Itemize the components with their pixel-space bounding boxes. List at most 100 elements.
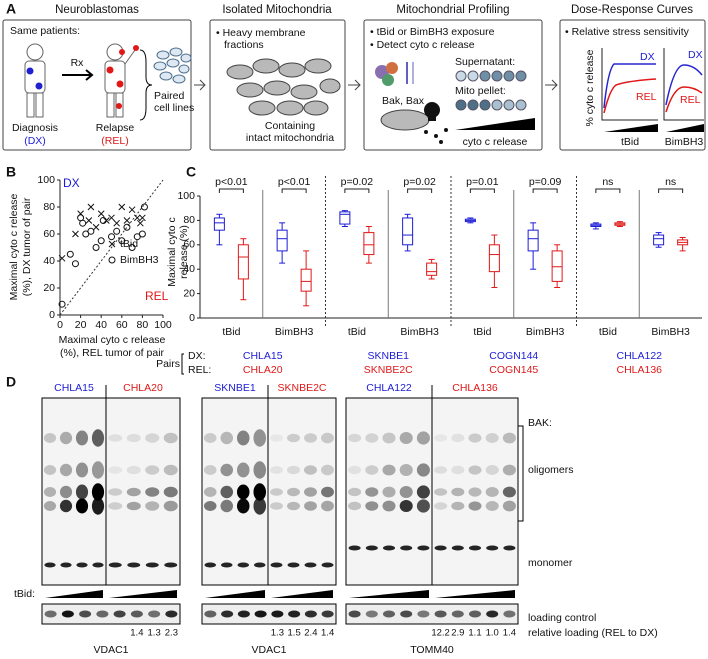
loading-blot <box>41 603 181 625</box>
sig-bracket <box>407 188 433 193</box>
blot-band <box>434 488 448 496</box>
loading-ratio: 1.4 <box>130 628 143 639</box>
blot-band <box>502 432 516 444</box>
label: DX <box>640 51 655 63</box>
x-tick-label: 100 <box>154 319 172 331</box>
label: % cyto c release <box>584 49 596 126</box>
blot-band <box>253 497 267 515</box>
label: BimBH3 <box>665 136 704 148</box>
blot-band <box>108 488 123 496</box>
dose-wedge <box>271 590 333 598</box>
dose-wedge <box>349 590 429 598</box>
loading-band <box>469 610 481 618</box>
point <box>133 214 141 222</box>
blot-band <box>304 465 317 475</box>
well <box>479 99 491 111</box>
label: cyto c release <box>463 136 528 148</box>
sig-bracket <box>532 188 558 193</box>
blot-band <box>321 464 334 476</box>
label: fractions <box>224 39 264 51</box>
point <box>71 260 79 268</box>
loading-blot <box>201 603 337 625</box>
blot-band <box>365 545 378 551</box>
label: • Heavy membrane <box>216 27 306 39</box>
label: REL: <box>188 364 211 376</box>
blot-band <box>348 501 362 511</box>
blot-band <box>365 501 379 511</box>
blot-band <box>92 562 104 568</box>
y-tick-label: 20 <box>43 282 55 294</box>
point <box>99 217 107 224</box>
legend-symbol <box>108 240 116 248</box>
axis-title: release (%) <box>178 225 190 279</box>
blot-band <box>75 462 89 478</box>
blot-band <box>321 500 334 512</box>
p-value: p<0.01 <box>215 176 248 188</box>
point <box>87 227 95 235</box>
blot-band <box>253 562 266 568</box>
blot-band <box>416 431 430 445</box>
y-tick-label: 60 <box>183 239 195 251</box>
panel-label: A <box>6 1 16 17</box>
cell-line-dx: CHLA15 <box>54 382 94 394</box>
cell-line-dx: CHLA122 <box>366 382 412 394</box>
blot-band <box>382 432 396 444</box>
panel-header: Isolated Mitochondria <box>222 4 332 16</box>
blot-band <box>145 433 160 443</box>
blot-band <box>434 466 448 474</box>
label: Pairs <box>156 358 180 370</box>
blot-band <box>220 463 234 477</box>
blot-band <box>75 498 89 514</box>
label: Containing <box>265 120 315 132</box>
cell-line-rel: CHLA20 <box>123 382 163 394</box>
panel-label: D <box>6 374 16 390</box>
label: (DX) <box>24 135 46 147</box>
box <box>213 217 225 231</box>
loading-ratio: 1.0 <box>486 628 499 639</box>
blot-band <box>365 465 379 475</box>
group-label: BimBH3 <box>275 326 314 338</box>
blot-band <box>399 500 413 512</box>
x-tick-label: 40 <box>95 319 107 331</box>
blot-band <box>270 562 283 568</box>
blot-band <box>270 466 283 474</box>
axis-title: (%), DX tumor of pair <box>21 197 33 296</box>
rx-arrow <box>62 69 94 81</box>
blot-band <box>416 485 430 499</box>
loading-band <box>254 610 267 618</box>
label: DX <box>688 49 703 61</box>
blot-band <box>220 431 234 445</box>
label: tBid: <box>14 588 35 600</box>
point <box>140 203 148 211</box>
box <box>488 244 500 273</box>
bracket <box>518 425 524 522</box>
blot-band <box>91 461 105 479</box>
label: Relapse <box>96 122 135 134</box>
loading-band <box>288 610 301 618</box>
loading-ratio: 2.9 <box>451 628 464 639</box>
box <box>363 232 375 256</box>
blot-band <box>236 462 250 478</box>
dose-wedge <box>205 590 265 598</box>
cell-line-rel: SKNBE2C <box>277 382 326 394</box>
box <box>551 250 563 282</box>
label: Rx <box>71 57 85 69</box>
sig-bracket <box>469 188 495 193</box>
loading-ratio: 1.1 <box>468 628 481 639</box>
sig-bracket <box>281 188 307 193</box>
blot-band <box>163 486 178 498</box>
blot-band <box>43 433 57 443</box>
sig-bracket <box>218 188 244 193</box>
blot-band <box>43 465 57 475</box>
dose-wedge <box>45 590 103 598</box>
blot-band <box>203 501 217 511</box>
blot-band <box>502 500 516 512</box>
blot-band <box>348 465 362 475</box>
point <box>97 210 105 218</box>
group-label: tBid <box>348 326 366 338</box>
panel-header: Dose-Response Curves <box>571 4 693 16</box>
loading-ratio: 1.5 <box>288 628 301 639</box>
well <box>491 70 503 82</box>
panel-header: Neuroblastomas <box>55 4 139 16</box>
sig-bracket <box>658 188 684 193</box>
